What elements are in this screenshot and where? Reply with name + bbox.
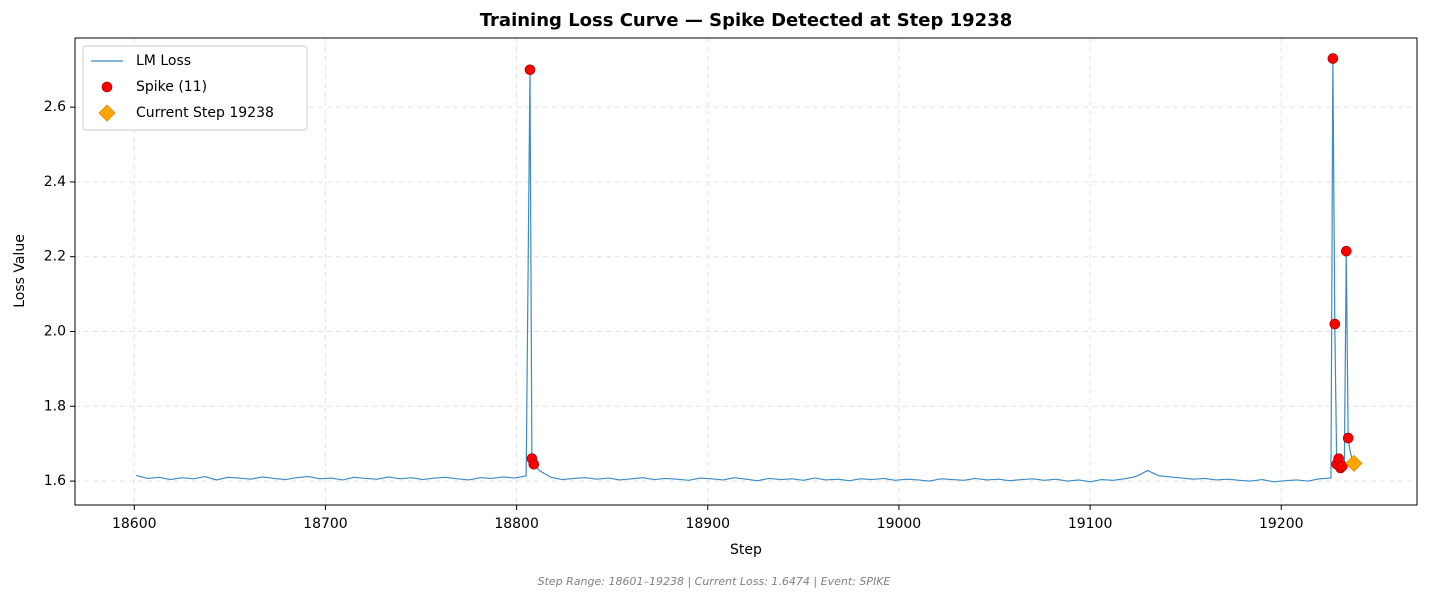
current-step-marker bbox=[1345, 454, 1363, 472]
legend-box bbox=[82, 45, 308, 131]
loss-line bbox=[136, 58, 1355, 483]
y-tick-label: 1.6 bbox=[44, 473, 66, 489]
spike-point bbox=[1329, 318, 1341, 330]
plot-frame bbox=[74, 37, 1418, 506]
y-tick-label: 1.8 bbox=[44, 398, 66, 414]
spike-point bbox=[1327, 53, 1339, 64]
spike-point bbox=[1337, 460, 1348, 472]
y-tick-label: 2.4 bbox=[44, 174, 66, 190]
y-tick-label: 2.2 bbox=[44, 249, 66, 265]
y-axis-label: Loss Value bbox=[12, 234, 28, 308]
spike-point bbox=[528, 458, 540, 470]
x-axis-label: Step bbox=[730, 542, 762, 558]
spike-point bbox=[1342, 432, 1354, 444]
legend-marker bbox=[101, 81, 113, 93]
x-tick-label: 18600 bbox=[112, 516, 157, 532]
y-tick-label: 2.0 bbox=[44, 324, 66, 340]
spike-point bbox=[524, 64, 536, 76]
x-tick-label: 18900 bbox=[685, 516, 730, 532]
legend-label: Spike (11) bbox=[136, 79, 207, 95]
x-tick-label: 19200 bbox=[1259, 516, 1304, 532]
x-tick-label: 19000 bbox=[877, 516, 922, 532]
legend-marker bbox=[98, 104, 116, 122]
x-tick-label: 19100 bbox=[1068, 516, 1113, 532]
x-tick-label: 18700 bbox=[303, 516, 348, 532]
x-tick-label: 18800 bbox=[494, 516, 539, 532]
chart-title: Training Loss Curve — Spike Detected at … bbox=[480, 10, 1013, 31]
legend-label: Current Step 19238 bbox=[136, 105, 274, 121]
spike-point bbox=[1340, 245, 1352, 257]
y-tick-label: 2.6 bbox=[44, 99, 66, 115]
footnote: Step Range: 18601–19238 | Current Loss: … bbox=[538, 575, 891, 588]
legend-label: LM Loss bbox=[136, 53, 191, 69]
